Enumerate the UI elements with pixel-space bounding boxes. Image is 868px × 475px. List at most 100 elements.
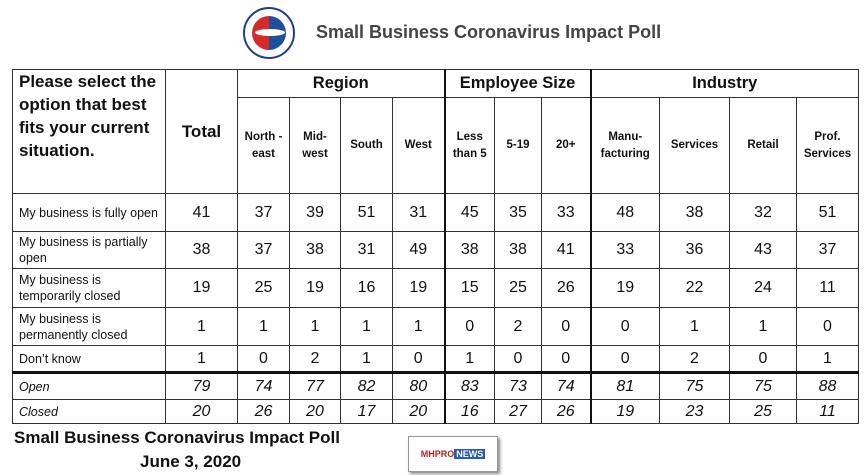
cell-value: 25: [494, 268, 542, 308]
cell-value: 24: [729, 268, 797, 308]
cell-value: 20: [165, 399, 238, 424]
cell-value: 38: [289, 231, 341, 269]
table-row: My business is fully open 41 37 39 51 31 45 35 3…: [12, 193, 859, 232]
cell-value: 1: [237, 307, 290, 346]
column-header: North -east: [237, 97, 290, 194]
cell-value: 75: [659, 371, 730, 400]
poll-table: Please select the option that best fits …: [12, 69, 859, 424]
cell-value: 51: [340, 193, 393, 232]
cell-value: 38: [494, 231, 542, 269]
cell-value: 0: [443, 307, 495, 346]
cell-value: 2: [289, 345, 341, 373]
cell-value: 11: [796, 268, 859, 308]
cell-value: 0: [541, 345, 591, 373]
footer-title: Small Business Coronavirus Impact Poll: [14, 428, 340, 447]
cell-value: 51: [796, 193, 859, 232]
group-region: Region: [237, 69, 445, 98]
cell-value: 2: [494, 307, 542, 346]
cell-value: 20: [289, 399, 341, 424]
column-header: 20+: [541, 97, 591, 194]
cell-value: 0: [729, 345, 797, 373]
group-industry: Industry: [589, 69, 859, 98]
row-label: My business is fully open: [12, 193, 166, 232]
cell-value: 1: [659, 307, 730, 346]
cell-value: 25: [237, 268, 290, 308]
cell-value: 43: [729, 231, 797, 269]
cell-value: 0: [237, 345, 290, 373]
column-header: Manu- facturing: [589, 97, 660, 194]
cell-value: 19: [589, 268, 660, 308]
cell-value: 73: [494, 371, 542, 400]
table-row: My business is partially open 38 37 38 31 49 3…: [12, 231, 859, 269]
column-header: West: [392, 97, 445, 194]
cell-value: 37: [237, 231, 290, 269]
page-title: Small Business Coronavirus Impact Poll: [316, 22, 662, 42]
cell-value: 23: [659, 399, 730, 424]
cell-value: 41: [541, 231, 591, 269]
cell-value: 32: [729, 193, 797, 232]
total-header: Total: [165, 69, 238, 194]
cell-value: 74: [541, 371, 591, 400]
cell-value: 0: [494, 345, 542, 373]
cell-value: 45: [443, 193, 495, 232]
cell-value: 26: [541, 268, 591, 308]
cell-value: 82: [340, 371, 393, 400]
table-row: Closed 20 26 20 17 20 16 27 26 19 23 25 11: [12, 399, 859, 424]
table-row: My business is temporarily closed 19 25 19 1…: [12, 268, 859, 308]
cell-value: 11: [796, 399, 859, 424]
cell-value: 79: [165, 371, 238, 400]
chamber-logo: [243, 7, 295, 59]
cell-value: 37: [796, 231, 859, 269]
cell-value: 1: [729, 307, 797, 346]
cell-value: 16: [443, 399, 495, 424]
cell-value: 35: [494, 193, 542, 232]
question-header: Please select the option that best fits …: [12, 69, 166, 194]
column-header: Mid- west: [289, 97, 341, 194]
row-label: Closed: [12, 399, 166, 424]
cell-value: 2: [659, 345, 730, 373]
cell-value: 74: [237, 371, 290, 400]
cell-value: 1: [289, 307, 341, 346]
cell-value: 48: [589, 193, 660, 232]
row-label: Open: [12, 371, 166, 400]
cell-value: 19: [392, 268, 445, 308]
cell-value: 77: [289, 371, 341, 400]
row-label: My business is permanently closed: [12, 307, 166, 346]
cell-value: 22: [659, 268, 730, 308]
cell-value: 26: [237, 399, 290, 424]
cell-value: 33: [541, 193, 591, 232]
cell-value: 1: [340, 307, 393, 346]
cell-value: 31: [340, 231, 393, 269]
cell-value: 19: [165, 268, 238, 308]
column-header: Retail: [729, 97, 797, 194]
cell-value: 19: [289, 268, 341, 308]
cell-value: 41: [165, 193, 238, 232]
table-row: My business is permanently closed 1 1 1 1 1 0 2…: [12, 307, 859, 346]
column-header: Prof. Services: [796, 97, 859, 194]
cell-value: 39: [289, 193, 341, 232]
column-header: South: [340, 97, 393, 194]
cell-value: 81: [589, 371, 660, 400]
table-row: Open 79 74 77 82 80 83 73 74 81 75 75 88: [12, 371, 859, 400]
cell-value: 26: [541, 399, 591, 424]
cell-value: 25: [729, 399, 797, 424]
cell-value: 0: [589, 345, 660, 373]
cell-value: 0: [589, 307, 660, 346]
cell-value: 15: [443, 268, 495, 308]
table-row: Don’t know 1 0 2 1 0 1 0 0 0 2 0 1: [12, 345, 859, 373]
cell-value: 17: [340, 399, 393, 424]
row-label: My business is partially open: [12, 231, 166, 269]
cell-value: 1: [392, 307, 445, 346]
cell-value: 38: [659, 193, 730, 232]
cell-value: 19: [589, 399, 660, 424]
cell-value: 80: [392, 371, 445, 400]
cell-value: 16: [340, 268, 393, 308]
cell-value: 1: [340, 345, 393, 373]
cell-value: 1: [443, 345, 495, 373]
column-header: Services: [659, 97, 730, 194]
cell-value: 1: [165, 307, 238, 346]
cell-value: 36: [659, 231, 730, 269]
cell-value: 31: [392, 193, 445, 232]
cell-value: 38: [443, 231, 495, 269]
footer-date: June 3, 2020: [140, 452, 242, 471]
